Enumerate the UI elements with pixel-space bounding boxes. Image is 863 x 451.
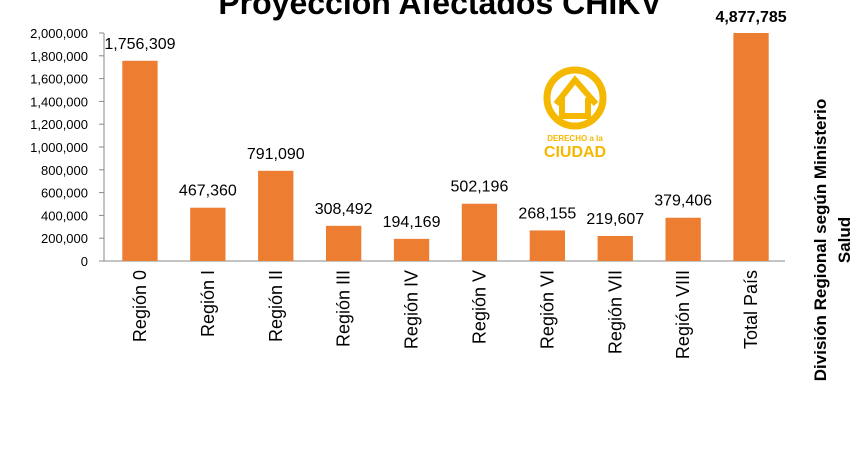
- bar: [393, 238, 430, 261]
- x-tick-label: Región VII: [605, 270, 625, 354]
- data-label: 467,360: [179, 183, 237, 200]
- data-label: 308,492: [315, 201, 373, 218]
- y-tick-label: 1,000,000: [30, 140, 88, 155]
- bar: [258, 170, 294, 261]
- plot-area: [122, 33, 769, 261]
- data-label: 268,155: [518, 205, 576, 222]
- y-tick-label: 200,000: [41, 231, 88, 246]
- x-tick-label: Región VI: [537, 270, 557, 349]
- logo-text: CIUDAD: [544, 144, 606, 161]
- bar: [325, 225, 362, 261]
- bar: [461, 203, 498, 261]
- data-label: 791,090: [247, 146, 305, 163]
- y-tick-label: 1,600,000: [30, 72, 88, 87]
- y-tick-label: 800,000: [41, 163, 88, 178]
- x-tick-label: Región VIII: [673, 270, 693, 359]
- chart-title: Proyección Afectados CHIKV: [218, 0, 662, 21]
- x-tick-label: Región 0: [130, 270, 150, 342]
- bar: [190, 207, 226, 261]
- y-tick-label: 1,200,000: [30, 117, 88, 132]
- bar: [529, 230, 566, 261]
- data-label: 219,607: [586, 211, 644, 228]
- data-label: 379,406: [654, 193, 712, 210]
- logo-text: DERECHO a la: [547, 134, 603, 143]
- y-tick-label: 600,000: [41, 186, 88, 201]
- y-tick-label: 1,400,000: [30, 94, 88, 109]
- y-tick-label: 0: [81, 254, 88, 269]
- x-tick-label: Región I: [198, 270, 218, 337]
- bar: [597, 235, 633, 261]
- x-tick-label: Región III: [334, 270, 354, 347]
- y-tick-label: 400,000: [41, 208, 88, 223]
- x-tick-label: Región IV: [402, 270, 422, 349]
- x-tick-label: Región V: [469, 270, 489, 344]
- side-label: Salud: [835, 217, 854, 263]
- bar: [665, 217, 701, 261]
- bar: [122, 60, 158, 261]
- logo: DERECHO a la CIUDAD: [543, 66, 607, 161]
- y-tick-label: 1,800,000: [30, 49, 88, 64]
- data-label: 194,169: [383, 214, 441, 231]
- data-label: 4,877,785: [715, 9, 786, 26]
- x-tick-label: Total País: [741, 270, 761, 349]
- y-tick-label: 2,000,000: [30, 26, 88, 41]
- x-tick-label: Región II: [266, 270, 286, 342]
- data-label: 502,196: [451, 179, 509, 196]
- bar: [733, 33, 769, 261]
- side-label: División Regional según Ministerio: [811, 99, 830, 381]
- data-label: 1,756,309: [104, 36, 175, 53]
